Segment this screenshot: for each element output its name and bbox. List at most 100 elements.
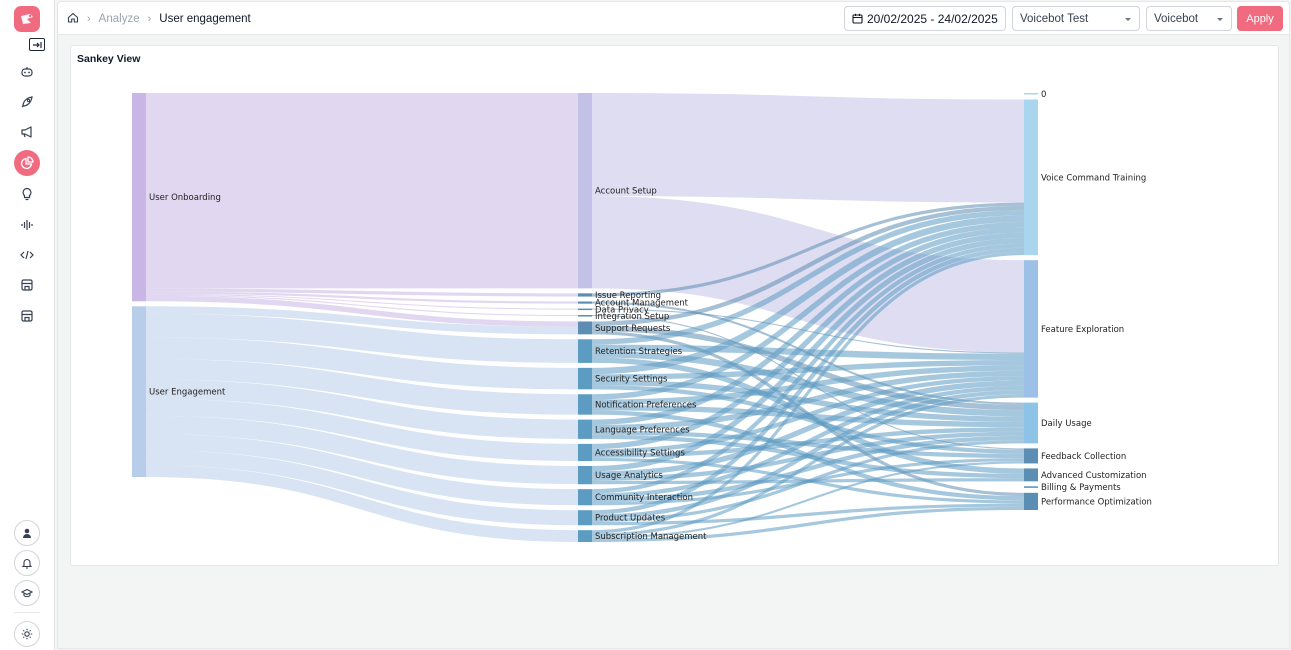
sankey-node-usage-analytics[interactable] — [578, 465, 592, 485]
apply-button[interactable]: Apply — [1237, 6, 1283, 31]
sankey-node-user-onboarding[interactable] — [132, 93, 146, 302]
date-range-picker[interactable]: 20/02/2025 - 24/02/2025 — [844, 6, 1006, 31]
sankey-link-user-engagement-to-subscription-management — [145, 465, 579, 543]
sidebar-collapse-icon[interactable] — [29, 38, 45, 51]
breadcrumb-analyze[interactable]: Analyze — [98, 13, 140, 25]
sankey-link-usage-analytics-to-voice-command-training — [591, 238, 1025, 472]
sankey-node-community-interaction[interactable] — [578, 489, 592, 506]
sankey-link-subscription-management-to-voice-command-training — [591, 251, 1025, 534]
chevron-right-icon: › — [87, 13, 91, 25]
sankey-node-accessibility-settings[interactable] — [578, 443, 592, 462]
megaphone-icon[interactable] — [14, 119, 40, 145]
breadcrumb-current: User engagement — [159, 13, 251, 25]
sankey-node-feedback-collection[interactable] — [1024, 448, 1038, 464]
sankey-node-issue-reporting[interactable] — [578, 293, 592, 297]
sankey-link-product-updates-to-voice-command-training — [591, 247, 1025, 515]
sankey-link-user-engagement-to-accessibility-settings — [145, 398, 579, 462]
sankey-nodes — [132, 93, 1038, 542]
sankey-label-feature-exploration: Feature Exploration — [1041, 325, 1124, 335]
sankey-node-subscription-management[interactable] — [578, 530, 592, 542]
sankey-label-notification-preferences: Notification Preferences — [595, 400, 697, 410]
sankey-node-advanced-customization[interactable] — [1024, 468, 1038, 482]
store-alt-icon[interactable] — [14, 303, 40, 329]
waveform-icon[interactable] — [14, 212, 40, 238]
main-content: Sankey View User Onboarding User Engageme… — [57, 35, 1290, 649]
sankey-node-language-preferences[interactable] — [578, 419, 592, 439]
sankey-label-retention-strategies: Retention Strategies — [595, 347, 683, 357]
sankey-label-user-onboarding: User Onboarding — [149, 193, 221, 203]
sankey-node-voice-command-training[interactable] — [1024, 99, 1038, 256]
sankey-label-usage-analytics: Usage Analytics — [595, 471, 663, 481]
sankey-node-data-privacy[interactable] — [578, 308, 592, 311]
sankey-label-account-setup: Account Setup — [595, 187, 657, 197]
chevron-down-icon — [1217, 18, 1223, 21]
sankey-label-billing-and-payments: Billing & Payments — [1041, 483, 1121, 493]
sankey-node-performance-optimization[interactable] — [1024, 492, 1038, 510]
sankey-label-0: 0 — [1041, 90, 1046, 100]
rocket-icon[interactable] — [14, 89, 40, 115]
sankey-node-daily-usage[interactable] — [1024, 402, 1038, 444]
sankey-link-user-onboarding-to-integration-setup — [145, 294, 579, 317]
breadcrumb: › Analyze › User engagement — [67, 12, 251, 26]
sankey-node-product-updates[interactable] — [578, 510, 592, 526]
sankey-link-community-interaction-to-feature-exploration — [591, 385, 1025, 498]
sankey-link-subscription-management-to-feature-exploration — [591, 394, 1025, 537]
bell-icon[interactable] — [14, 550, 40, 576]
sankey-link-user-engagement-to-language-preferences — [145, 379, 579, 439]
sankey-label-product-updates: Product Updates — [595, 514, 666, 524]
sankey-node-support-requests[interactable] — [578, 321, 592, 335]
sankey-node-integration-setup[interactable] — [578, 315, 592, 317]
home-icon[interactable] — [67, 12, 79, 26]
sankey-node-account-setup[interactable] — [578, 93, 592, 289]
sankey-link-usage-analytics-to-feature-exploration — [591, 380, 1025, 477]
sankey-label-daily-usage: Daily Usage — [1041, 419, 1092, 429]
sankey-link-accessibility-settings-to-feature-exploration — [591, 376, 1025, 454]
sankey-label-security-settings: Security Settings — [595, 375, 668, 385]
sankey-label-language-preferences: Language Preferences — [595, 425, 690, 435]
code-icon[interactable] — [14, 242, 40, 268]
sidebar-divider — [14, 612, 40, 613]
sankey-link-user-engagement-to-security-settings — [145, 337, 579, 390]
bot-select[interactable]: Voicebot — [1146, 6, 1232, 31]
sankey-link-user-engagement-to-usage-analytics — [145, 415, 579, 485]
top-header: › Analyze › User engagement 20/02/2025 -… — [57, 1, 1290, 35]
sankey-label-accessibility-settings: Accessibility Settings — [595, 448, 685, 458]
sankey-link-community-interaction-to-voice-command-training — [591, 243, 1025, 494]
lightbulb-icon[interactable] — [14, 181, 40, 207]
chevron-down-icon — [1125, 18, 1131, 21]
sun-icon[interactable] — [14, 621, 40, 647]
sankey-label-support-requests: Support Requests — [595, 324, 671, 334]
sankey-node-0[interactable] — [1024, 93, 1038, 95]
sankey-link-user-engagement-to-retention-strategies — [145, 313, 579, 363]
sankey-node-user-engagement[interactable] — [132, 306, 146, 477]
sankey-label-advanced-customization: Advanced Customization — [1041, 471, 1147, 481]
user-icon[interactable] — [14, 520, 40, 546]
bot-icon[interactable] — [14, 59, 40, 85]
sankey-labels: User Onboarding User Engagement Account Se… — [149, 90, 1152, 542]
store-icon[interactable] — [14, 272, 40, 298]
sankey-link-language-preferences-to-voice-command-training — [591, 227, 1025, 425]
voicebot-logo-icon[interactable] — [14, 6, 40, 32]
sankey-label-voice-command-training: Voice Command Training — [1041, 173, 1146, 183]
sankey-link-security-settings-to-voice-command-training — [591, 215, 1025, 375]
sankey-label-data-privacy: Data Privacy — [595, 305, 649, 315]
sankey-node-account-management[interactable] — [578, 301, 592, 304]
sankey-link-subscription-management-to-feedback-collection — [591, 461, 1025, 539]
sankey-node-feature-exploration[interactable] — [1024, 260, 1038, 398]
sankey-label-integration-setup: Integration Setup — [595, 312, 669, 322]
sankey-node-retention-strategies[interactable] — [578, 339, 592, 363]
sankey-node-security-settings[interactable] — [578, 367, 592, 390]
sankey-link-account-setup-to-voice-command-training — [591, 92, 1025, 203]
sankey-label-issue-reporting: Issue Reporting — [595, 291, 661, 301]
sankey-link-user-onboarding-to-issue-reporting — [145, 288, 579, 297]
project-select-value: Voicebot Test — [1020, 12, 1089, 25]
analytics-pie-icon[interactable] — [14, 150, 40, 176]
sankey-node-billing-and-payments[interactable] — [1024, 486, 1038, 488]
sankey-label-subscription-management: Subscription Management — [595, 532, 707, 542]
calendar-icon — [852, 13, 863, 24]
graduation-icon[interactable] — [14, 580, 40, 606]
sankey-link-retention-strategies-to-voice-command-training — [591, 210, 1025, 345]
sankey-node-notification-preferences[interactable] — [578, 394, 592, 415]
project-select[interactable]: Voicebot Test — [1012, 6, 1140, 31]
